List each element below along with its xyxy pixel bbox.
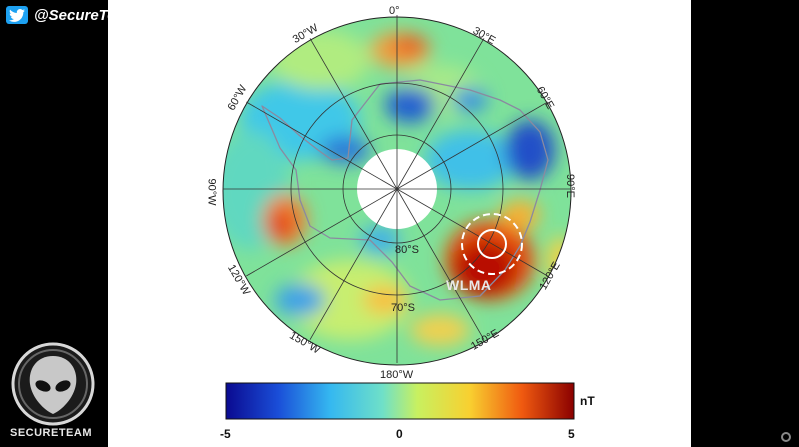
lon-label-90e: 90°E	[563, 174, 576, 198]
watermark: @SecureTeam10	[6, 6, 154, 24]
twitter-bird-icon	[6, 6, 28, 24]
meridian-line	[309, 188, 398, 340]
meridian-line	[309, 38, 398, 190]
anomaly-field	[223, 17, 571, 365]
settings-gear-icon[interactable]	[781, 432, 791, 442]
meridian-line	[396, 101, 548, 190]
lat-label-70s: 70°S	[391, 302, 415, 314]
logo-text: SECURETEAM	[10, 427, 93, 439]
colorbar-tick-max: 5	[568, 427, 575, 441]
lat-label-80s: 80°S	[395, 244, 419, 256]
colorbar	[225, 382, 575, 420]
graticule	[222, 15, 572, 366]
meridian-line	[246, 188, 398, 277]
alien-head-icon	[11, 342, 95, 426]
meridian-line	[396, 188, 485, 340]
wlma-marker	[461, 213, 523, 275]
watermark-handle: @SecureTeam10	[34, 6, 154, 24]
lon-label-180w: 180°W	[380, 369, 414, 381]
meridian-line	[396, 38, 485, 190]
lon-label-0: 0°	[389, 5, 400, 17]
meridian-line	[396, 188, 548, 277]
colorbar-tick-mid: 0	[396, 427, 403, 441]
lon-label-90w: 90°W	[205, 178, 218, 206]
colorbar-tick-min: -5	[220, 427, 231, 441]
meridian-line	[246, 101, 398, 190]
antarctica-coastline	[261, 79, 549, 301]
wlma-label: WLMA	[446, 277, 492, 293]
colorbar-unit: nT	[580, 394, 595, 408]
